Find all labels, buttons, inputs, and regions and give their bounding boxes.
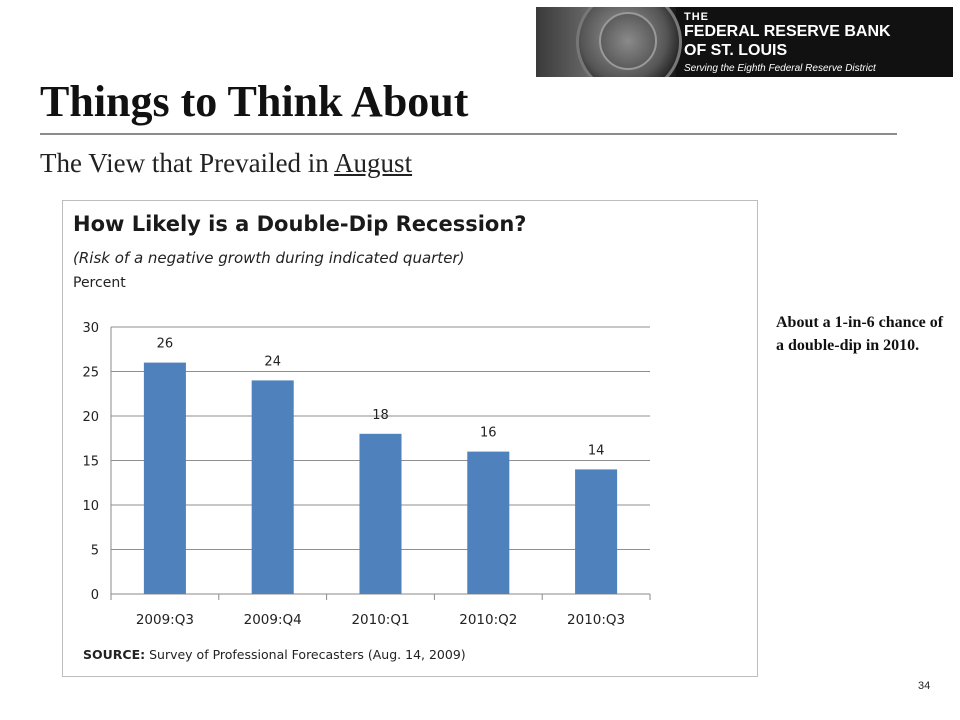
title-divider [40,133,897,135]
side-note: About a 1-in-6 chance of a double-dip in… [776,314,944,354]
y-tick-label: 5 [91,544,99,559]
source-text: Survey of Professional Forecasters (Aug.… [145,647,466,662]
chart-title: How Likely is a Double-Dip Recession? [73,212,526,236]
y-tick-label: 30 [82,321,99,336]
page-number: 34 [918,680,931,692]
chart-frame: How Likely is a Double-Dip Recession? (R… [62,200,758,677]
bar [359,433,402,594]
logo-line-3: OF ST. LOUIS [684,42,788,59]
bar [143,362,186,594]
slide-subtitle: The View that Prevailed in August [40,148,412,179]
fed-seal-icon [599,12,657,70]
y-tick-label: 10 [82,499,99,514]
logo-line-1: THE [684,11,709,23]
data-label: 18 [372,408,389,423]
y-tick-label: 25 [82,366,99,381]
y-tick-label: 15 [82,455,99,470]
federal-reserve-logo: THE FEDERAL RESERVE BANK OF ST. LOUIS Se… [536,7,953,77]
bar-chart: How Likely is a Double-Dip Recession? (R… [73,212,651,662]
x-tick-label: 2010:Q1 [351,612,409,628]
bar [575,469,618,594]
source-label: SOURCE: [83,647,145,662]
subtitle-prefix: The View that Prevailed in [40,148,335,178]
y-tick-label: 20 [82,410,99,425]
chart-subtitle: (Risk of a negative growth during indica… [73,249,464,267]
plot-area: 0 5 10 15 20 25 30 26 2009:Q3 24 2009:Q4 18 2010:Q1 1… [82,321,651,628]
x-tick-label: 2009:Q4 [244,612,302,628]
y-axis-label: Percent [73,275,126,291]
y-tick-label: 0 [91,588,99,603]
bar [467,451,510,594]
logo-tagline: Serving the Eighth Federal Reserve Distr… [684,63,876,74]
slide-title: Things to Think About [40,77,469,126]
x-tick-label: 2010:Q2 [459,612,517,628]
data-label: 24 [264,354,281,369]
x-tick-label: 2009:Q3 [136,612,194,628]
source-note: SOURCE: Survey of Professional Forecaste… [83,647,466,662]
bar [251,380,294,594]
data-label: 16 [480,426,497,441]
logo-line-2: FEDERAL RESERVE BANK [684,23,891,40]
data-label: 14 [588,443,605,458]
data-label: 26 [157,337,174,352]
subtitle-emphasis: August [334,148,413,178]
x-tick-label: 2010:Q3 [567,612,625,628]
